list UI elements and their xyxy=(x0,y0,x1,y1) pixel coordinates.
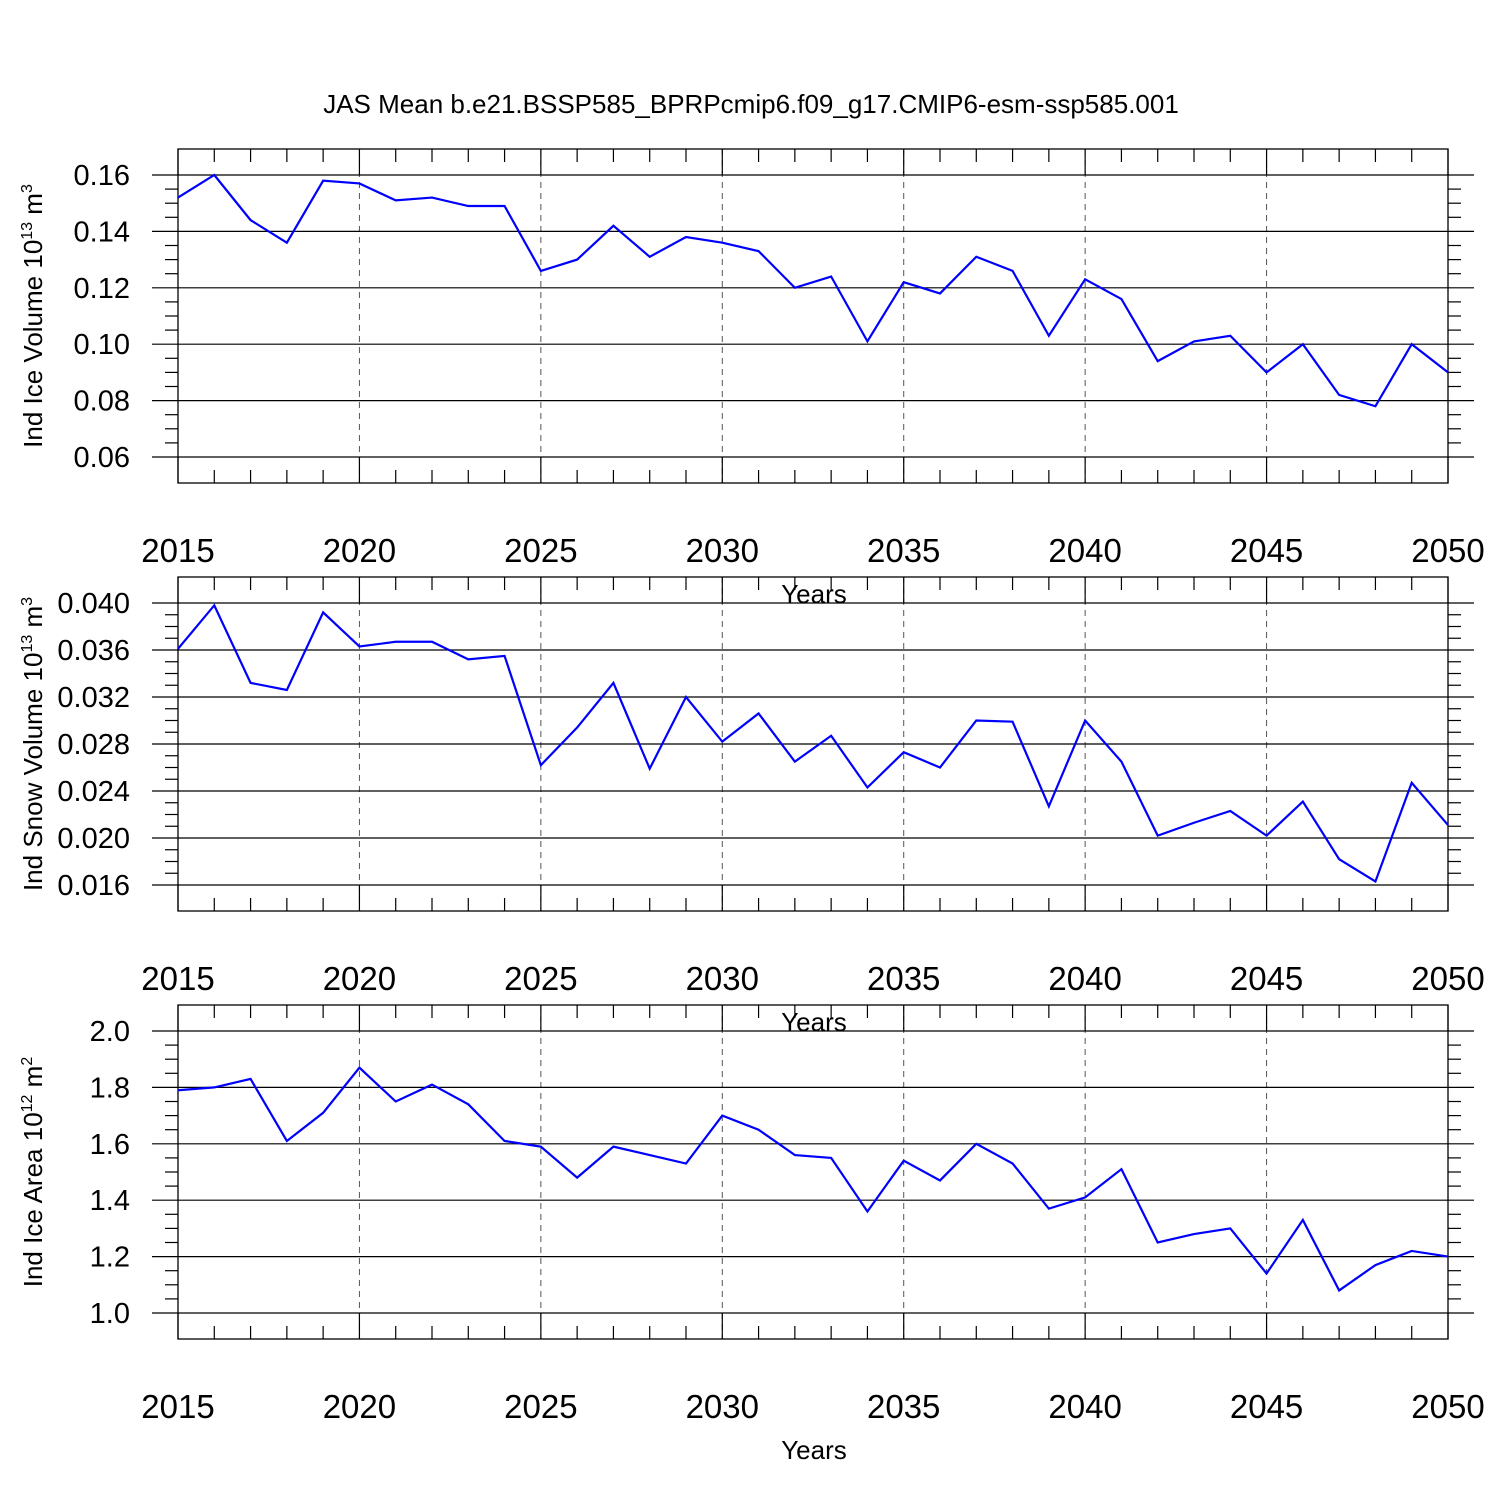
y-tick-label: 0.14 xyxy=(74,216,130,248)
y-tick-label: 1.0 xyxy=(90,1298,130,1330)
y-tick-label: 0.032 xyxy=(57,682,130,714)
y-tick-label: 0.028 xyxy=(57,729,130,761)
x-tick-label: 2025 xyxy=(504,960,577,997)
plot-frame xyxy=(177,148,1449,484)
y-tick-label: 1.2 xyxy=(90,1242,130,1274)
y-tick-label: 0.016 xyxy=(57,870,130,902)
series-line xyxy=(177,603,1449,884)
y-tick-label: 0.06 xyxy=(74,442,130,474)
y-axis-title: Ind Ice Area 1012 m2 xyxy=(18,1057,48,1288)
figure-title: JAS Mean b.e21.BSSP585_BPRPcmip6.f09_g17… xyxy=(323,89,1179,119)
x-tick-label: 2015 xyxy=(141,960,214,997)
x-tick-label: 2030 xyxy=(686,960,759,997)
plot-frame xyxy=(177,1004,1449,1340)
x-tick-label: 2040 xyxy=(1048,960,1121,997)
x-tick-label: 2040 xyxy=(1048,1388,1121,1425)
x-tick-label: 2030 xyxy=(686,532,759,569)
y-tick-label: 0.040 xyxy=(57,588,130,620)
x-tick-label: 2020 xyxy=(323,532,396,569)
y-tick-label: 0.036 xyxy=(57,635,130,667)
x-tick-label: 2045 xyxy=(1230,1388,1303,1425)
y-tick-label: 0.020 xyxy=(57,823,130,855)
x-tick-label: 2035 xyxy=(867,960,940,997)
y-tick-label: 1.6 xyxy=(90,1129,130,1161)
x-tick-label: 2050 xyxy=(1411,960,1484,997)
y-tick-label: 0.16 xyxy=(74,160,130,192)
x-tick-label: 2020 xyxy=(323,1388,396,1425)
x-tick-label: 2035 xyxy=(867,532,940,569)
panel-snow-volume: 0.016 0.020 0.024 0.028 0.032 0.036 0.040 2015 2… xyxy=(18,576,1485,1037)
x-axis-title: Years xyxy=(781,1435,847,1465)
x-tick-label: 2040 xyxy=(1048,532,1121,569)
x-tick-label: 2015 xyxy=(141,1388,214,1425)
x-tick-label: 2015 xyxy=(141,532,214,569)
x-axis-title: Years xyxy=(781,579,847,609)
x-tick-label: 2050 xyxy=(1411,1388,1484,1425)
y-tick-label: 0.024 xyxy=(57,776,130,808)
y-tick-label: 2.0 xyxy=(90,1016,130,1048)
y-axis-title: Ind Snow Volume 1013 m3 xyxy=(18,597,48,891)
panel-ice-area: 1.0 1.2 1.4 1.6 1.8 2.0 2015 2020 2025 2030 2035 20… xyxy=(18,1004,1485,1465)
y-tick-label: 0.10 xyxy=(74,329,130,361)
x-tick-label: 2030 xyxy=(686,1388,759,1425)
y-axis-title: Ind Ice Volume 1013 m3 xyxy=(18,184,48,448)
x-tick-label: 2045 xyxy=(1230,960,1303,997)
x-tick-label: 2020 xyxy=(323,960,396,997)
x-tick-label: 2025 xyxy=(504,1388,577,1425)
x-tick-label: 2025 xyxy=(504,532,577,569)
y-tick-label: 0.08 xyxy=(74,386,130,418)
x-tick-label: 2045 xyxy=(1230,532,1303,569)
series-line xyxy=(177,1066,1449,1293)
x-axis-title: Years xyxy=(781,1007,847,1037)
panel-ice-volume: 0.06 0.08 0.10 0.12 0.14 0.16 2015 2020 2025 2030… xyxy=(18,148,1485,609)
x-tick-label: 2050 xyxy=(1411,532,1484,569)
x-tick-label: 2035 xyxy=(867,1388,940,1425)
series-line xyxy=(177,173,1449,408)
y-tick-label: 0.12 xyxy=(74,273,130,305)
y-tick-label: 1.4 xyxy=(90,1185,130,1217)
y-tick-label: 1.8 xyxy=(90,1072,130,1104)
